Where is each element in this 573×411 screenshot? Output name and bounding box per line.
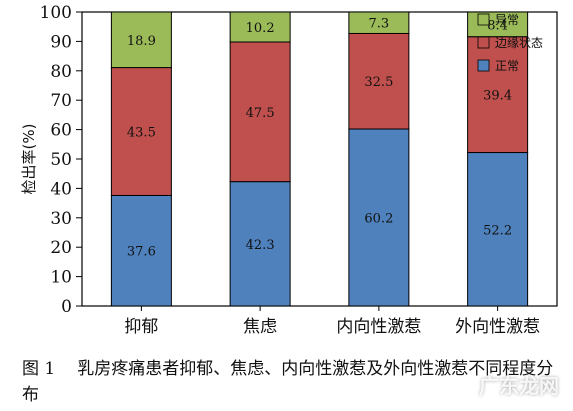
bar-segment (467, 152, 529, 307)
bar-segment (348, 128, 410, 307)
figure-caption: 图 1 乳房疼痛患者抑郁、焦虑、内向性激惹及外向性激惹不同程度分布 (22, 356, 567, 408)
x-tick-label: 焦虑 (243, 317, 277, 337)
y-axis-label: 检出率(%) (20, 124, 38, 195)
bar-segment (110, 67, 172, 196)
y-tick-label: 0 (61, 297, 72, 317)
bar-segment (467, 36, 529, 154)
legend-label: 正常 (495, 59, 519, 73)
bar-segment (229, 41, 291, 183)
legend-swatch (477, 13, 490, 26)
watermark-logo: 广东龙网 (479, 374, 559, 398)
data-label: 43.5 (127, 126, 156, 141)
bar-segment (229, 11, 291, 43)
data-label: 10.2 (246, 21, 275, 36)
data-label: 8.4 (487, 18, 508, 33)
y-tick-label: 10 (50, 268, 72, 288)
y-tick-label: 100 (40, 3, 72, 23)
legend-swatch (477, 36, 490, 49)
legend-label: 边缘状态 (495, 36, 543, 50)
data-label: 52.2 (483, 223, 512, 238)
y-tick-label: 60 (50, 121, 72, 141)
data-label: 32.5 (364, 75, 393, 90)
x-tick-label: 外向性激惹 (455, 317, 540, 337)
y-tick-label: 70 (50, 91, 72, 111)
data-label: 37.6 (127, 245, 156, 260)
x-tick-label: 抑郁 (124, 317, 158, 337)
figure-label: 图 1 (22, 359, 56, 379)
y-tick-label: 40 (50, 179, 72, 199)
y-tick-label: 80 (50, 62, 72, 82)
bar-segment (110, 194, 172, 307)
y-tick-label: 50 (50, 150, 72, 170)
y-tick-label: 90 (50, 32, 72, 52)
x-tick-label: 内向性激惹 (336, 317, 421, 337)
legend-label: 异常 (495, 13, 519, 27)
data-label: 60.2 (364, 212, 393, 227)
figure-caption-text: 乳房疼痛患者抑郁、焦虑、内向性激惹及外向性激惹不同程度分布 (22, 359, 554, 405)
bar-segment (348, 11, 410, 34)
bar-segment (348, 32, 410, 130)
data-label: 7.3 (369, 17, 390, 32)
data-label: 42.3 (246, 238, 275, 253)
y-tick-label: 30 (50, 209, 72, 229)
data-label: 39.4 (483, 89, 512, 104)
y-tick-label: 20 (50, 238, 72, 258)
stacked-bar-chart: 0 10 20 30 40 50 60 70 80 90 100 检出率(%) 37.6 43.5 18.9… (20, 3, 558, 337)
data-label: 47.5 (246, 106, 275, 121)
data-label: 18.9 (127, 34, 156, 49)
legend-swatch (477, 59, 490, 72)
bar-segment (110, 11, 172, 69)
